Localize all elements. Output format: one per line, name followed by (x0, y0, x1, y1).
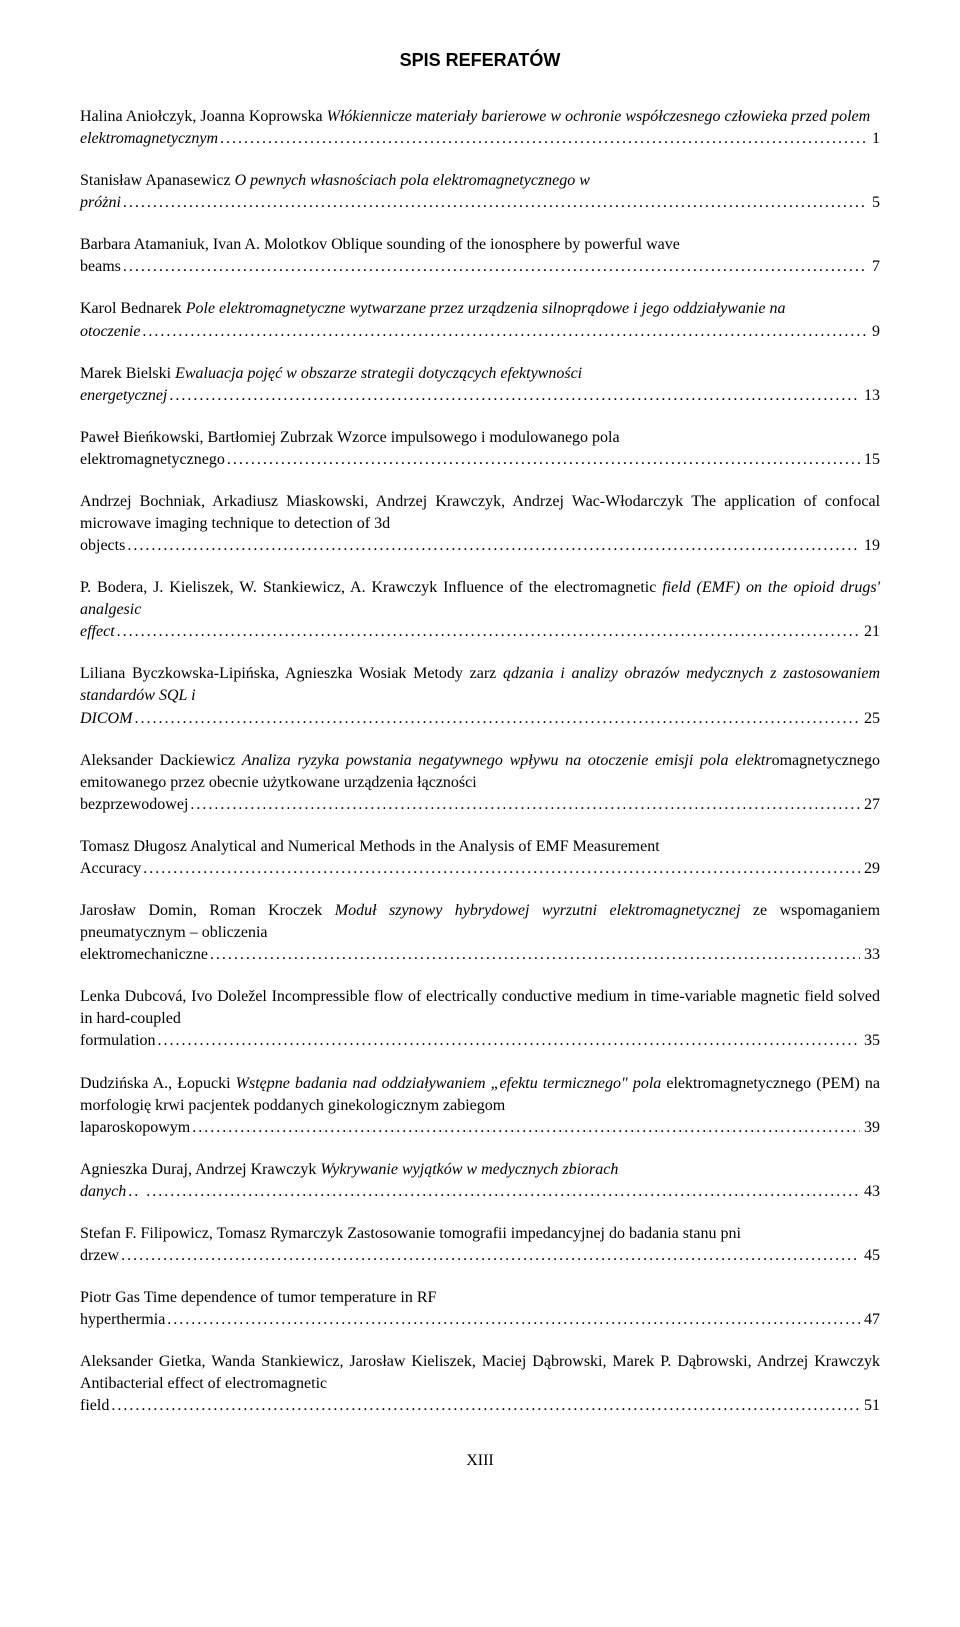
toc-leader-dots: ........................................… (167, 385, 860, 407)
toc-entry-text: Aleksander Gietka, Wanda Stankiewicz, Ja… (80, 1353, 880, 1392)
toc-entry-page: 13 (860, 385, 880, 407)
toc-entry-text: Karol Bednarek Pole elektromagnetyczne w… (80, 300, 786, 317)
toc-entry-text: Lenka Dubcová, Ivo Doležel Incompressibl… (80, 988, 880, 1027)
toc-leader-dots: ........................................… (188, 794, 860, 816)
toc-entry: Aleksander Gietka, Wanda Stankiewicz, Ja… (80, 1351, 880, 1417)
toc-entry-text: Marek Bielski Ewaluacja pojęć w obszarze… (80, 365, 582, 382)
toc-leader-dots: ........................................… (121, 192, 868, 214)
toc-entry-page: 51 (860, 1395, 880, 1417)
toc-entry-page: 47 (860, 1309, 880, 1331)
page-number-footer: XIII (80, 1452, 880, 1470)
toc-entry: Karol Bednarek Pole elektromagnetyczne w… (80, 298, 880, 342)
toc-entry-page: 5 (868, 192, 880, 214)
toc-entry-text: Stefan F. Filipowicz, Tomasz Rymarczyk Z… (80, 1225, 741, 1242)
toc-entries-container: Halina Aniołczyk, Joanna Koprowska Włóki… (80, 106, 880, 1417)
toc-entry: Marek Bielski Ewaluacja pojęć w obszarze… (80, 363, 880, 407)
toc-entry-text: P. Bodera, J. Kieliszek, W. Stankiewicz,… (80, 579, 880, 618)
toc-entry-text: Agnieszka Duraj, Andrzej Krawczyk Wykryw… (80, 1161, 618, 1178)
toc-entry-page: 27 (860, 794, 880, 816)
toc-entry: P. Bodera, J. Kieliszek, W. Stankiewicz,… (80, 577, 880, 643)
toc-entry-text: Halina Aniołczyk, Joanna Koprowska Włóki… (80, 108, 870, 125)
toc-leader-dots: ........................................… (132, 708, 860, 730)
toc-entry-text: Aleksander Dackiewicz Analiza ryzyka pow… (80, 752, 880, 791)
page-title: SPIS REFERATÓW (80, 50, 880, 71)
toc-entry-text: Tomasz Długosz Analytical and Numerical … (80, 838, 660, 855)
toc-leader-dots: ........................................… (121, 256, 868, 278)
toc-entry-page: 19 (860, 535, 880, 557)
toc-entry: Tomasz Długosz Analytical and Numerical … (80, 836, 880, 880)
toc-leader-dots: ........................................… (115, 621, 860, 643)
toc-entry-page: 1 (868, 128, 880, 150)
toc-leader-dots: ........................................… (190, 1117, 860, 1139)
toc-entry: Halina Aniołczyk, Joanna Koprowska Włóki… (80, 106, 880, 150)
toc-leader-dots: ........................................… (140, 321, 868, 343)
toc-leader-dots: ........................................… (109, 1395, 860, 1417)
toc-entry-page: 21 (860, 621, 880, 643)
toc-leader-dots: ........................................… (218, 128, 868, 150)
toc-entry: Paweł Bieńkowski, Bartłomiej Zubrzak Wzo… (80, 427, 880, 471)
toc-entry-text: Paweł Bieńkowski, Bartłomiej Zubrzak Wzo… (80, 429, 620, 446)
toc-entry: Barbara Atamaniuk, Ivan A. Molotkov Obli… (80, 234, 880, 278)
toc-entry: Aleksander Dackiewicz Analiza ryzyka pow… (80, 750, 880, 816)
toc-entry-text: Andrzej Bochniak, Arkadiusz Miaskowski, … (80, 493, 880, 532)
toc-entry-text: Stanisław Apanasewicz O pewnych własnośc… (80, 172, 590, 189)
toc-entry: Lenka Dubcová, Ivo Doležel Incompressibl… (80, 986, 880, 1052)
toc-entry: Andrzej Bochniak, Arkadiusz Miaskowski, … (80, 491, 880, 557)
toc-entry-page: 9 (868, 321, 880, 343)
toc-leader-dots: ........................................… (141, 858, 860, 880)
toc-entry: Liliana Byczkowska-Lipińska, Agnieszka W… (80, 663, 880, 729)
toc-entry-page: 29 (860, 858, 880, 880)
toc-entry-text: Dudzińska A., Łopucki Wstępne badania na… (80, 1075, 880, 1114)
toc-entry: Stefan F. Filipowicz, Tomasz Rymarczyk Z… (80, 1223, 880, 1267)
toc-entry: Piotr Gas Time dependence of tumor tempe… (80, 1287, 880, 1331)
toc-entry: Jarosław Domin, Roman Kroczek Moduł szyn… (80, 900, 880, 966)
toc-entry-text: Liliana Byczkowska-Lipińska, Agnieszka W… (80, 665, 880, 704)
toc-entry-page: 33 (860, 944, 880, 966)
toc-entry-page: 43 (860, 1181, 880, 1203)
toc-entry-text: Barbara Atamaniuk, Ivan A. Molotkov Obli… (80, 236, 680, 253)
toc-leader-dots: ........................................… (119, 1245, 860, 1267)
toc-entry-text: Jarosław Domin, Roman Kroczek Moduł szyn… (80, 902, 880, 941)
toc-entry-page: 35 (860, 1030, 880, 1052)
toc-entry: Dudzińska A., Łopucki Wstępne badania na… (80, 1073, 880, 1139)
toc-leader-dots: ........................................… (208, 944, 860, 966)
toc-entry: Stanisław Apanasewicz O pewnych własnośc… (80, 170, 880, 214)
toc-entry-page: 45 (860, 1245, 880, 1267)
toc-entry-page: 15 (860, 449, 880, 471)
toc-leader-dots: ........................................… (165, 1309, 860, 1331)
toc-entry-page: 7 (868, 256, 880, 278)
toc-leader-dots: ........................................… (125, 535, 860, 557)
toc-entry-text: Piotr Gas Time dependence of tumor tempe… (80, 1289, 436, 1306)
toc-leader-dots: .. .....................................… (126, 1181, 860, 1203)
toc-entry-page: 39 (860, 1117, 880, 1139)
toc-entry-page: 25 (860, 708, 880, 730)
toc-entry: Agnieszka Duraj, Andrzej Krawczyk Wykryw… (80, 1159, 880, 1203)
toc-leader-dots: ........................................… (225, 449, 860, 471)
toc-leader-dots: ........................................… (156, 1030, 860, 1052)
